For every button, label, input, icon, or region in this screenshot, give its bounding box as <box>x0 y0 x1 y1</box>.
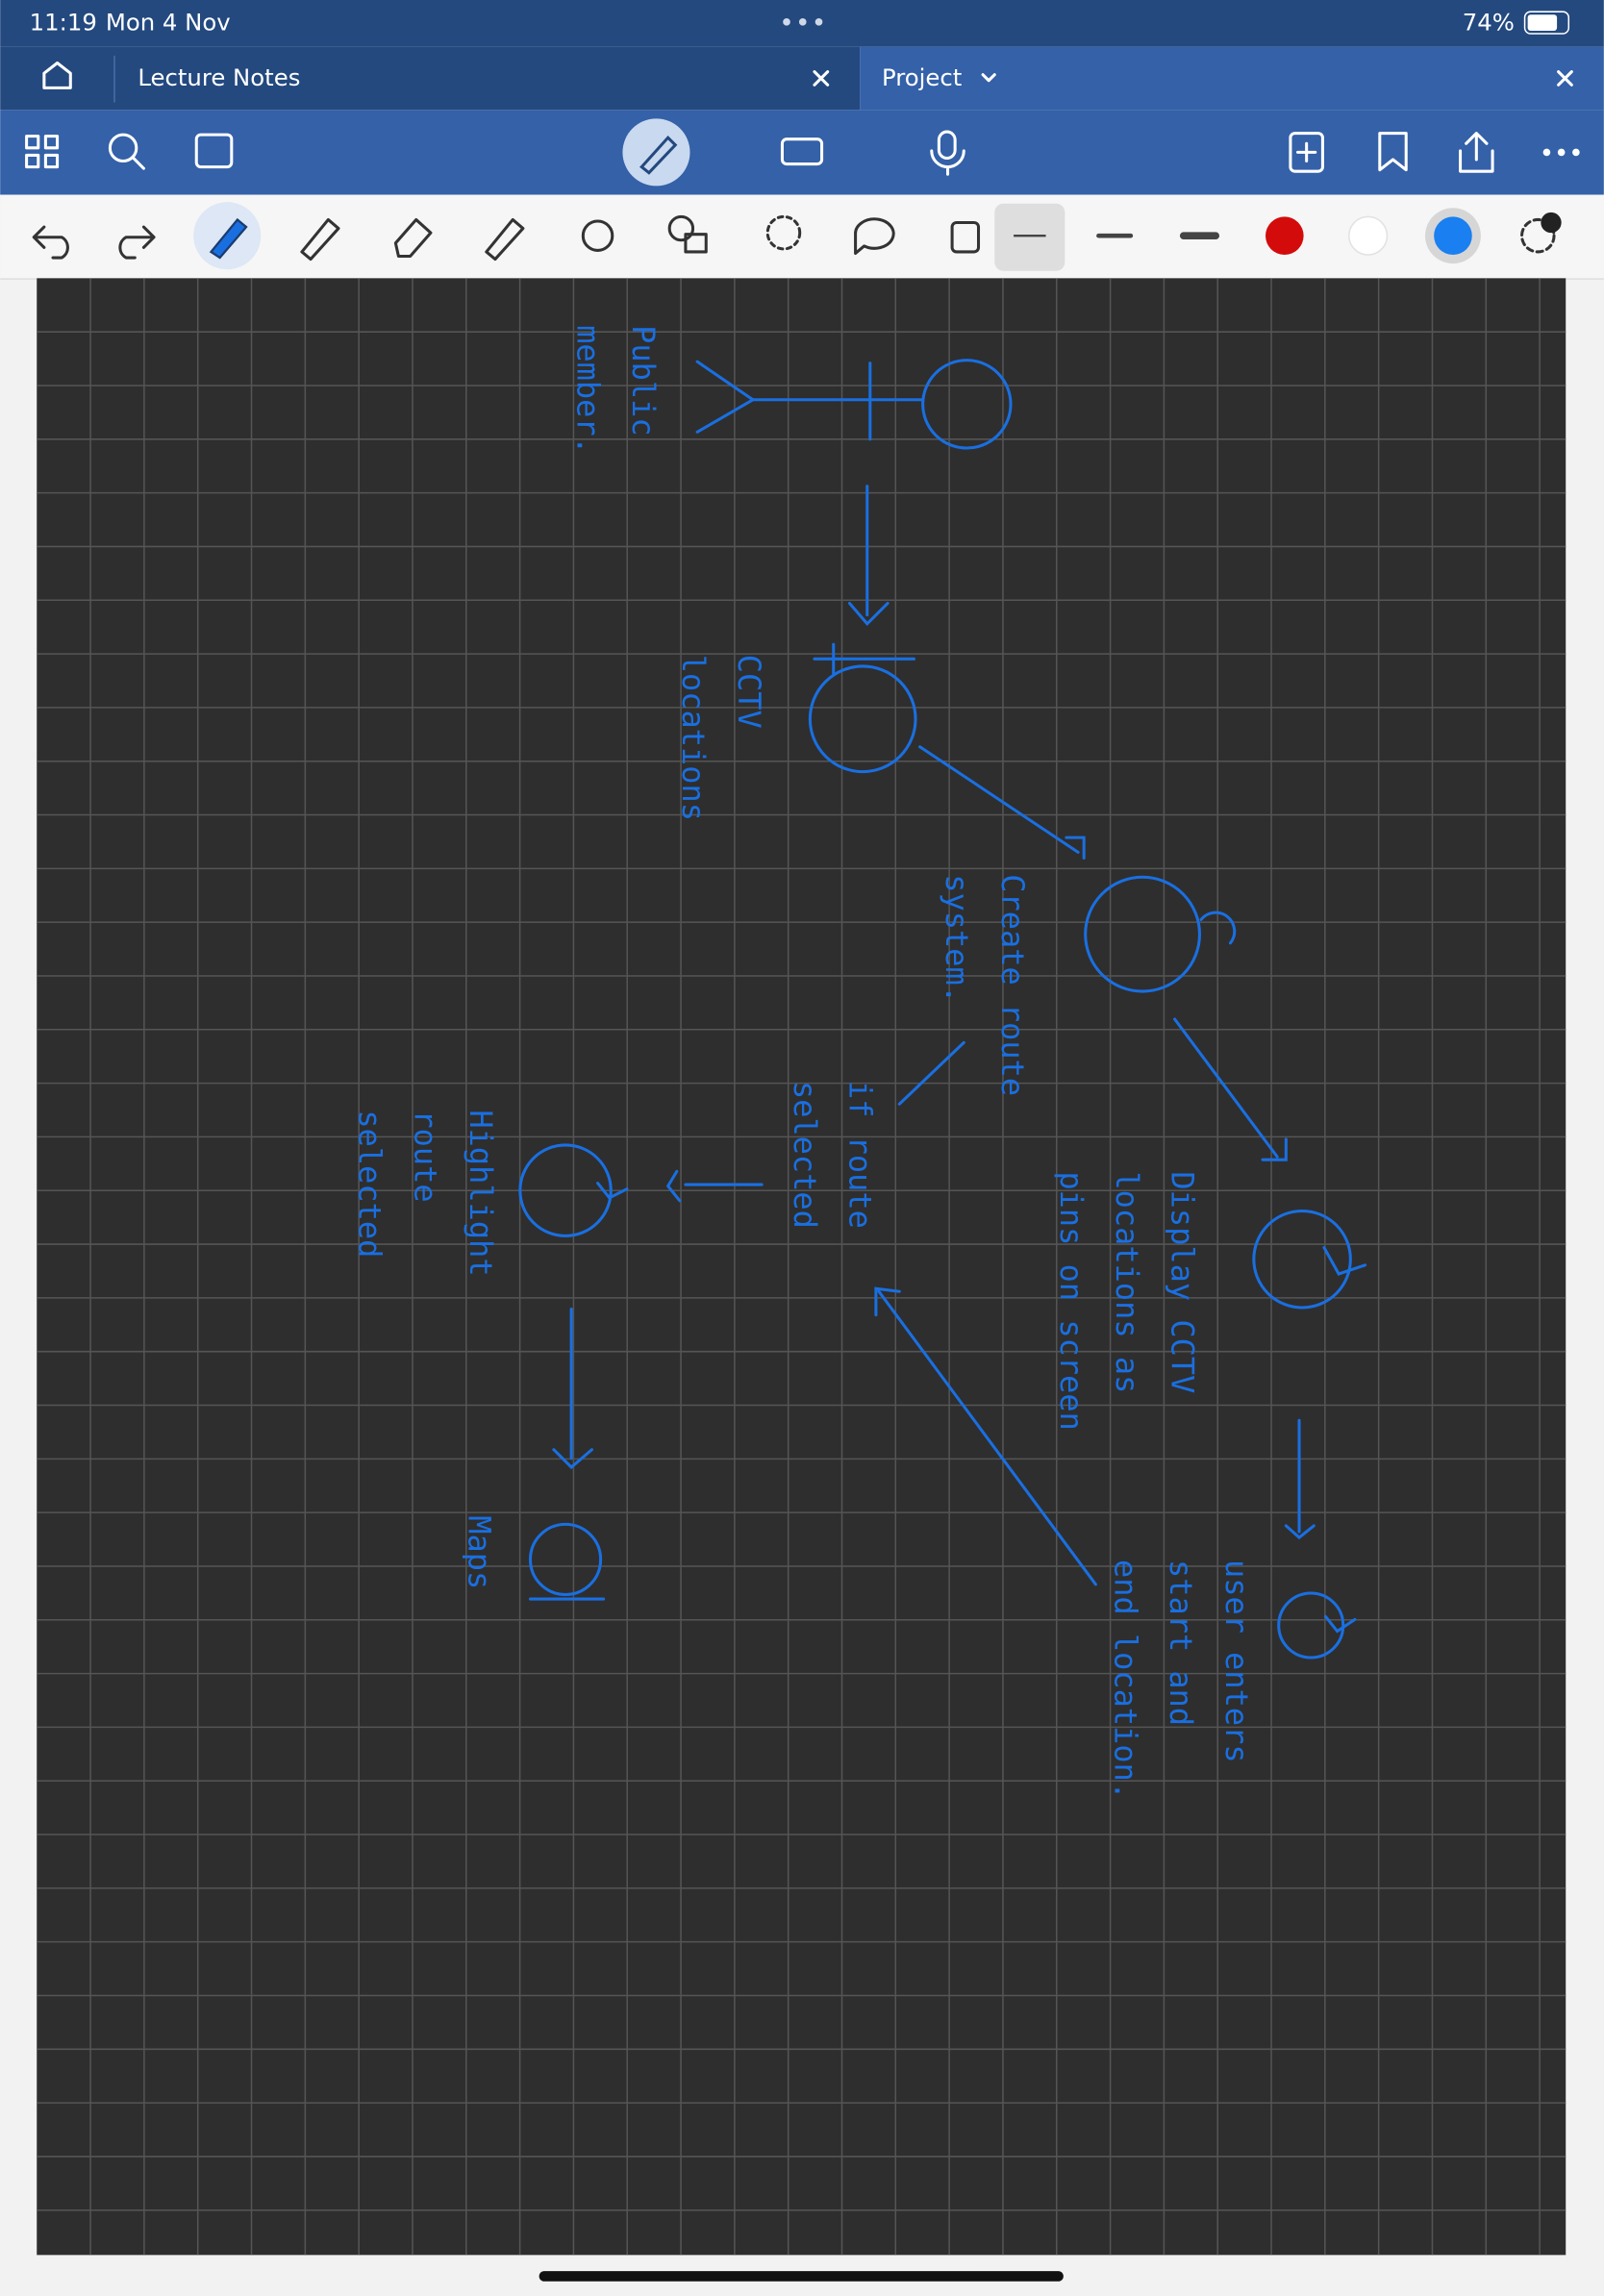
shape-tool[interactable] <box>667 214 708 254</box>
sticker-tool[interactable] <box>854 217 895 255</box>
note: Display CCTV locations as pins on screen <box>1053 1171 1201 1430</box>
note-line: Public <box>625 325 662 436</box>
note-line: system. <box>939 874 975 1004</box>
note-line: Maps <box>462 1515 498 1589</box>
color-red[interactable] <box>1266 216 1304 255</box>
date: Mon 4 Nov <box>106 8 231 36</box>
keyboard-button[interactable] <box>780 137 824 166</box>
note-line: end location. <box>1107 1560 1143 1800</box>
note-line: pins on screen <box>1053 1171 1090 1430</box>
color-white[interactable] <box>1348 215 1389 256</box>
note-line: route <box>407 1110 443 1202</box>
note-line: CCTV <box>731 655 767 729</box>
more-button[interactable] <box>1542 148 1580 157</box>
note: user enters start and end location. <box>1107 1560 1255 1800</box>
note-line: Display CCTV <box>1165 1171 1201 1393</box>
note-line: locations <box>675 655 712 821</box>
lasso-tool[interactable] <box>765 214 802 251</box>
tab-menu[interactable] <box>981 73 996 83</box>
note-line: selected <box>787 1081 823 1229</box>
note-line: Create route <box>994 874 1031 1096</box>
ai-button[interactable] <box>194 133 234 169</box>
tape-tool[interactable] <box>581 219 614 252</box>
element-tool[interactable] <box>950 220 981 254</box>
toolbar <box>0 110 1604 195</box>
search-button[interactable] <box>108 133 145 170</box>
time: 11:19 <box>30 8 97 36</box>
home-indicator <box>539 2271 1064 2282</box>
pen-mode-icon <box>639 135 678 175</box>
share-button[interactable] <box>1459 132 1494 173</box>
battery-fill <box>1527 14 1558 31</box>
page-grid <box>37 278 1566 2256</box>
note-line: user enters <box>1218 1560 1255 1763</box>
thin-stroke[interactable] <box>994 203 1065 271</box>
battery-icon <box>1523 11 1570 35</box>
diagram <box>518 359 1367 1660</box>
add-page-button[interactable] <box>1289 132 1324 173</box>
pen-toolbar <box>0 194 1604 280</box>
note-line: locations as <box>1109 1171 1145 1393</box>
color-blue <box>1434 216 1472 255</box>
note-line: selected <box>351 1110 388 1258</box>
notebook-page <box>37 278 1566 2256</box>
add-tool[interactable] <box>1520 217 1556 254</box>
note-line: start and <box>1163 1560 1199 1726</box>
note-line: Highlight <box>463 1110 499 1276</box>
multitask-dots[interactable] <box>783 18 823 26</box>
close-tab[interactable] <box>1557 70 1573 87</box>
undo-button[interactable] <box>32 225 69 260</box>
bookmark-button[interactable] <box>1378 132 1408 172</box>
close-tab[interactable] <box>813 70 830 87</box>
tab-label[interactable]: Project <box>882 63 962 91</box>
tab-bar <box>0 46 861 111</box>
note: Create route system. <box>939 874 1031 1096</box>
note: CCTV locations <box>675 655 767 821</box>
tab-label[interactable]: Lecture Notes <box>138 63 300 91</box>
active-tab[interactable] <box>860 46 1604 111</box>
thumbnails-button[interactable] <box>25 135 60 169</box>
note: if route selected <box>787 1081 879 1229</box>
eraser-tool[interactable] <box>393 217 433 259</box>
note: Maps <box>462 1515 498 1589</box>
note: Public member. <box>569 325 662 455</box>
mic-button[interactable] <box>930 130 965 176</box>
note-line: member. <box>569 325 606 455</box>
redo-button[interactable] <box>118 225 156 260</box>
handwritten-notes: Public member. CCTV locations Create route sy… <box>351 325 1255 1800</box>
highlighter-tool[interactable] <box>485 217 525 262</box>
note-line: if route <box>842 1081 879 1229</box>
add-tool-badge <box>1541 212 1562 234</box>
home-button[interactable] <box>42 61 72 89</box>
battery-level: 74% <box>1463 8 1515 36</box>
pen-icon <box>209 217 248 260</box>
note: Highlight route selected <box>351 1110 499 1276</box>
pencil-tool[interactable] <box>300 217 340 262</box>
